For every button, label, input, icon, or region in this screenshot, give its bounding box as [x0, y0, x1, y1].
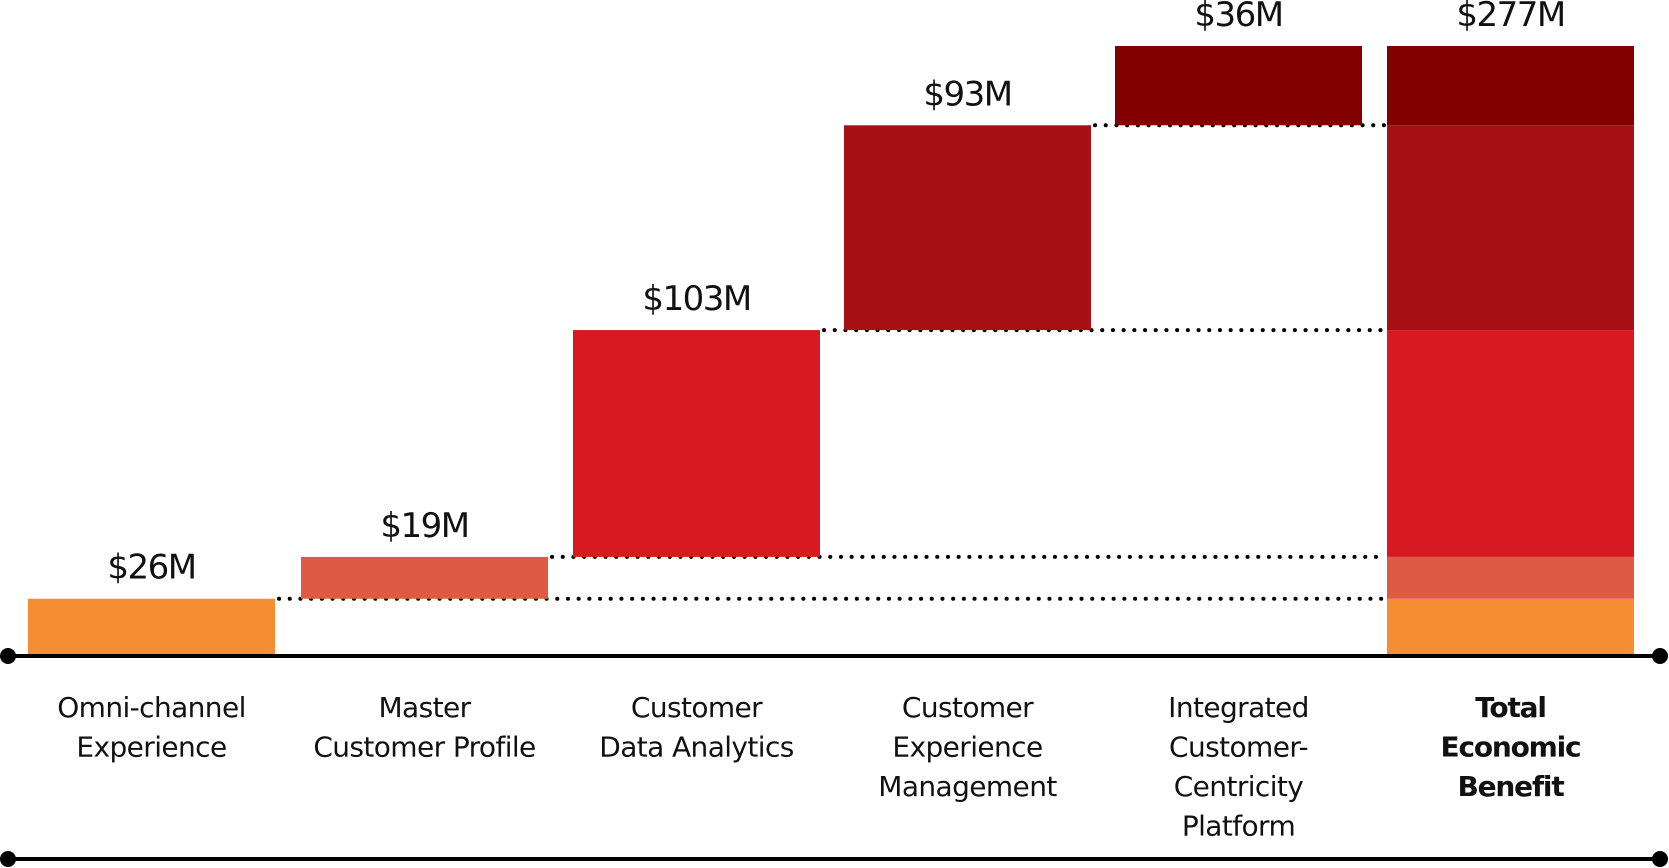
value-label-3: $103M [642, 279, 750, 319]
category-label-line: Customer- [1169, 731, 1308, 764]
category-label-line: Platform [1182, 810, 1295, 843]
bar-1 [28, 598, 275, 656]
category-label-1: Omni-channel Experience [57, 691, 246, 764]
bar-2 [301, 556, 548, 599]
category-label-line: Management [878, 770, 1057, 803]
value-labels: $26M $19M $103M $93M $36M $277M [107, 0, 1566, 588]
bar-4 [844, 125, 1091, 331]
rule-left-dot-icon [0, 851, 16, 867]
category-label-line: Data Analytics [599, 731, 794, 764]
x-axis [0, 648, 1668, 867]
bar-3 [573, 330, 820, 557]
value-label-1: $26M [107, 548, 195, 588]
category-label-3: Customer Data Analytics [599, 691, 794, 764]
category-labels: Omni-channel Experience Master Customer Pro… [57, 691, 1581, 843]
axis-right-dot-icon [1652, 648, 1668, 664]
total-bar-segment-4 [1387, 125, 1634, 331]
category-label-line: Experience [76, 731, 226, 764]
category-label-line: Centricity [1174, 770, 1304, 803]
category-label-line: Economic [1441, 731, 1581, 764]
rule-right-dot-icon [1652, 851, 1668, 867]
value-label-total: $277M [1456, 0, 1564, 35]
category-label-line: Omni-channel [57, 691, 246, 724]
axis-left-dot-icon [0, 648, 16, 664]
category-label-line: Integrated [1168, 691, 1309, 724]
category-label-line: Customer [902, 691, 1034, 724]
category-label-line: Total [1475, 691, 1546, 724]
value-label-5: $36M [1194, 0, 1282, 35]
category-label-2: Master Customer Profile [313, 691, 535, 764]
category-label-line: Customer [631, 691, 763, 724]
value-label-2: $19M [380, 506, 468, 546]
category-label-line: Customer Profile [313, 731, 535, 764]
total-bar-segment-1 [1387, 598, 1634, 656]
value-label-4: $93M [923, 74, 1011, 114]
category-label-6: Total Economic Benefit [1441, 691, 1581, 803]
bars [28, 46, 1634, 656]
bar-5 [1115, 46, 1362, 126]
category-label-line: Experience [892, 731, 1042, 764]
category-label-4: Customer Experience Management [878, 691, 1057, 803]
category-label-line: Benefit [1457, 770, 1564, 803]
total-bar-segment-5 [1387, 46, 1634, 126]
total-bar-segment-2 [1387, 556, 1634, 599]
total-bar-segment-3 [1387, 330, 1634, 557]
category-label-5: Integrated Customer- Centricity Platform [1168, 691, 1309, 843]
category-label-line: Master [378, 691, 471, 724]
